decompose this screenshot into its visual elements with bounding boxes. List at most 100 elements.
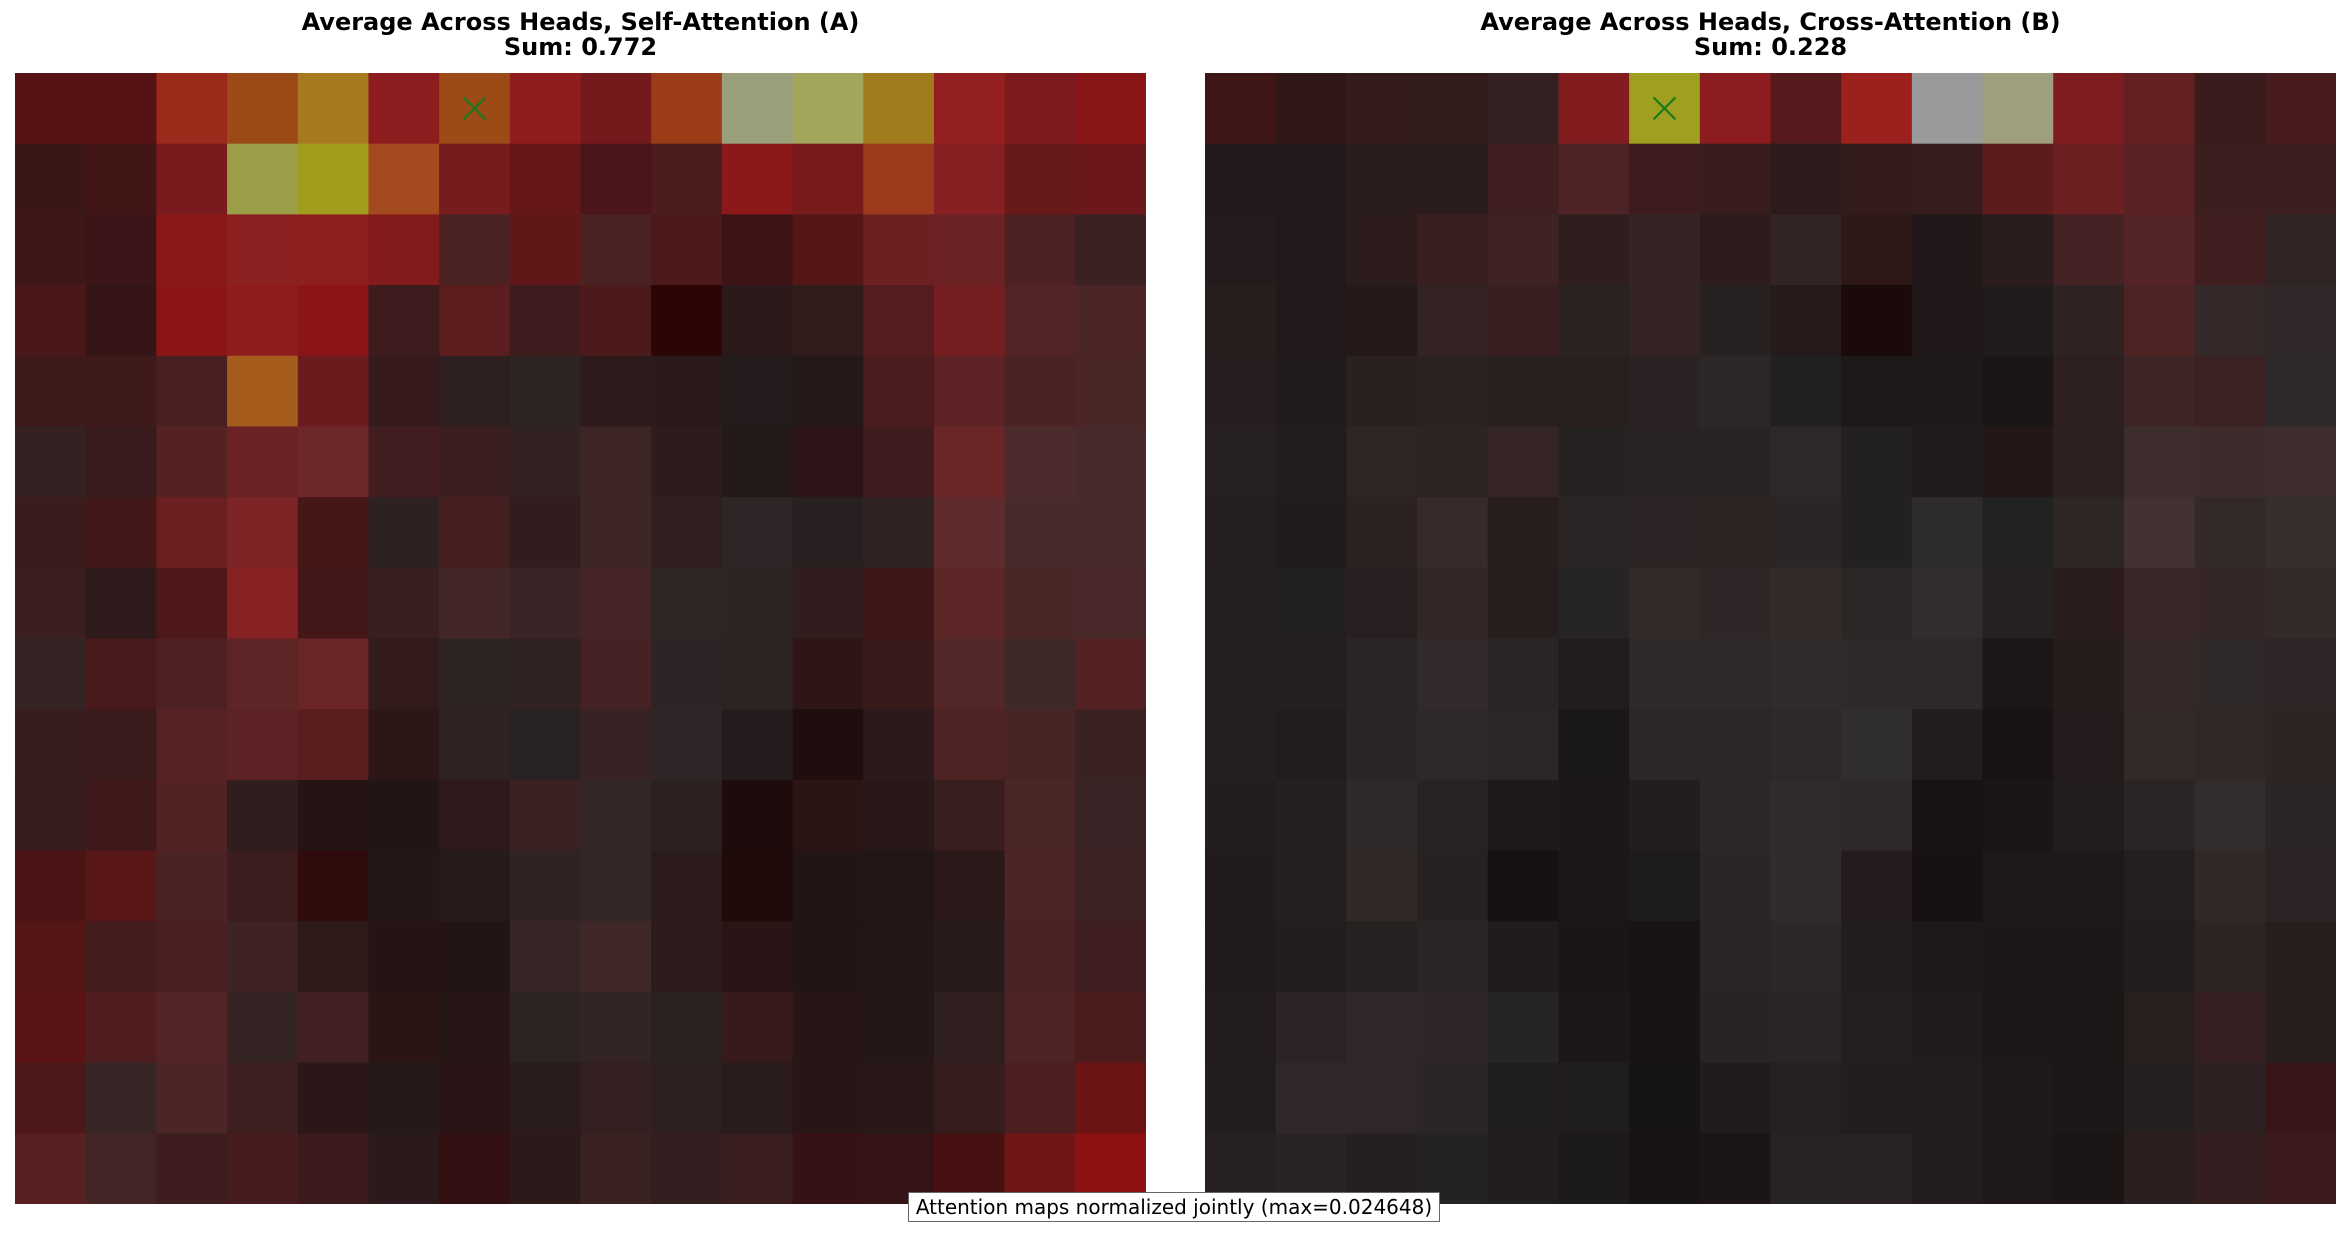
heatmap-cell-r14-c4 xyxy=(297,1062,370,1134)
heatmap-cell-r2-c5 xyxy=(1558,214,1630,286)
heatmap-cell-r2-c11 xyxy=(1982,214,2054,286)
heatmap-cell-r4-c8 xyxy=(1770,355,1842,428)
heatmap-cell-r11-c10 xyxy=(1911,850,1984,922)
heatmap-cell-r3-c13 xyxy=(933,285,1006,357)
heatmap-cell-r15-c1 xyxy=(85,1133,157,1204)
heatmap-cell-r10-c15 xyxy=(2265,779,2336,852)
heatmap-cell-r1-c9 xyxy=(1841,143,1913,215)
heatmap-cell-r9-c8 xyxy=(580,709,652,781)
heatmap-cell-r12-c10 xyxy=(721,921,794,993)
heatmap-cell-r15-c11 xyxy=(792,1133,864,1204)
heatmap-cell-r0-c13 xyxy=(2123,73,2196,145)
heatmap-cell-r4-c4 xyxy=(1487,355,1560,428)
heatmap-cell-r13-c11 xyxy=(1982,991,2054,1064)
heatmap-cell-r14-c14 xyxy=(1004,1062,1076,1134)
heatmap-cell-r13-c15 xyxy=(1075,991,1146,1064)
heatmap-cell-r5-c8 xyxy=(580,426,652,498)
heatmap-cell-r12-c4 xyxy=(1487,921,1560,993)
heatmap-cell-r2-c4 xyxy=(1487,214,1560,286)
heatmap-cell-r3-c10 xyxy=(1911,285,1984,357)
heatmap-cell-r3-c6 xyxy=(1629,285,1701,357)
heatmap-cell-r2-c12 xyxy=(863,214,935,286)
heatmap-cell-r0-c7 xyxy=(1699,73,1772,145)
heatmap-cell-r9-c6 xyxy=(439,709,511,781)
heatmap-cell-r0-c11 xyxy=(792,73,864,145)
heatmap-cell-r1-c5 xyxy=(1558,143,1630,215)
heatmap-cell-r1-c12 xyxy=(2053,143,2125,215)
heatmap-cell-r13-c0 xyxy=(1205,991,1277,1064)
heatmap-cell-r5-c9 xyxy=(1841,426,1913,498)
heatmap-cell-r0-c1 xyxy=(1275,73,1347,145)
heatmap-cell-r9-c12 xyxy=(2053,709,2125,781)
heatmap-cell-r1-c4 xyxy=(297,143,370,215)
heatmap-cell-r11-c4 xyxy=(1487,850,1560,922)
heatmap-cell-r13-c8 xyxy=(580,991,652,1064)
heatmap-cell-r2-c15 xyxy=(2265,214,2336,286)
heatmap-cell-r1-c0 xyxy=(1205,143,1277,215)
heatmap-cell-r13-c12 xyxy=(863,991,935,1064)
panel-b-title-text: Average Across Heads, Cross-Attention (B… xyxy=(1480,8,2061,36)
heatmap-cell-r8-c6 xyxy=(1629,638,1701,710)
heatmap-cell-r11-c3 xyxy=(1417,850,1489,922)
heatmap-cell-r7-c3 xyxy=(227,567,299,640)
heatmap-cell-r6-c15 xyxy=(2265,497,2336,569)
heatmap-cell-r11-c1 xyxy=(1275,850,1347,922)
heatmap-cell-r12-c11 xyxy=(792,921,864,993)
heatmap-cell-r14-c10 xyxy=(721,1062,794,1134)
query-position-marker xyxy=(1652,96,1677,121)
heatmap-cell-r0-c12 xyxy=(2053,73,2125,145)
heatmap-cell-r5-c11 xyxy=(1982,426,2054,498)
heatmap-cell-r1-c8 xyxy=(1770,143,1842,215)
panel-b-title: Average Across Heads, Cross-Attention (B… xyxy=(1205,10,2336,60)
heatmap-cell-r6-c3 xyxy=(1417,497,1489,569)
heatmap-cell-r4-c5 xyxy=(1558,355,1630,428)
heatmap-cell-r8-c5 xyxy=(368,638,440,710)
panel-a-title-text: Average Across Heads, Self-Attention (A) xyxy=(301,8,860,36)
heatmap-cell-r5-c1 xyxy=(1275,426,1347,498)
heatmap-cell-r15-c11 xyxy=(1982,1133,2054,1204)
heatmap-cell-r1-c1 xyxy=(1275,143,1347,215)
heatmap-cell-r5-c4 xyxy=(297,426,370,498)
heatmap-cell-r3-c14 xyxy=(2194,285,2266,357)
heatmap-cell-r15-c6 xyxy=(439,1133,511,1204)
heatmap-cell-r9-c4 xyxy=(1487,709,1560,781)
heatmap-cell-r11-c15 xyxy=(2265,850,2336,922)
heatmap-cell-r15-c0 xyxy=(15,1133,87,1204)
heatmap-cell-r13-c1 xyxy=(1275,991,1347,1064)
heatmap-cell-r1-c7 xyxy=(509,143,582,215)
heatmap-cell-r6-c6 xyxy=(1629,497,1701,569)
heatmap-cell-r7-c2 xyxy=(1346,567,1418,640)
heatmap-cell-r0-c10 xyxy=(721,73,794,145)
heatmap-cell-r9-c8 xyxy=(1770,709,1842,781)
heatmap-cell-r11-c0 xyxy=(15,850,87,922)
heatmap-cell-r5-c3 xyxy=(227,426,299,498)
heatmap-cell-r6-c4 xyxy=(1487,497,1560,569)
heatmap-cell-r0-c10 xyxy=(1911,73,1984,145)
heatmap-cell-r10-c0 xyxy=(15,779,87,852)
heatmap-cell-r15-c12 xyxy=(863,1133,935,1204)
heatmap-cell-r6-c13 xyxy=(933,497,1006,569)
heatmap-cell-r13-c9 xyxy=(1841,991,1913,1064)
heatmap-cell-r14-c11 xyxy=(1982,1062,2054,1134)
heatmap-cell-r3-c3 xyxy=(227,285,299,357)
heatmap-cell-r11-c2 xyxy=(1346,850,1418,922)
heatmap-cell-r6-c3 xyxy=(227,497,299,569)
heatmap-cell-r2-c8 xyxy=(1770,214,1842,286)
heatmap-cell-r12-c5 xyxy=(368,921,440,993)
heatmap-cell-r0-c5 xyxy=(1558,73,1630,145)
heatmap-cell-r13-c7 xyxy=(1699,991,1772,1064)
heatmap-cell-r11-c11 xyxy=(792,850,864,922)
heatmap-cell-r3-c1 xyxy=(1275,285,1347,357)
heatmap-cell-r10-c3 xyxy=(227,779,299,852)
heatmap-cell-r8-c5 xyxy=(1558,638,1630,710)
heatmap-cell-r0-c4 xyxy=(297,73,370,145)
heatmap-cell-r3-c9 xyxy=(651,285,723,357)
heatmap-cell-r9-c6 xyxy=(1629,709,1701,781)
heatmap-cell-r3-c2 xyxy=(1346,285,1418,357)
heatmap-cell-r4-c11 xyxy=(792,355,864,428)
heatmap-cell-r2-c2 xyxy=(156,214,228,286)
heatmap-cell-r14-c9 xyxy=(1841,1062,1913,1134)
heatmap-cell-r11-c9 xyxy=(1841,850,1913,922)
heatmap-cell-r4-c2 xyxy=(156,355,228,428)
heatmap-cell-r12-c6 xyxy=(1629,921,1701,993)
